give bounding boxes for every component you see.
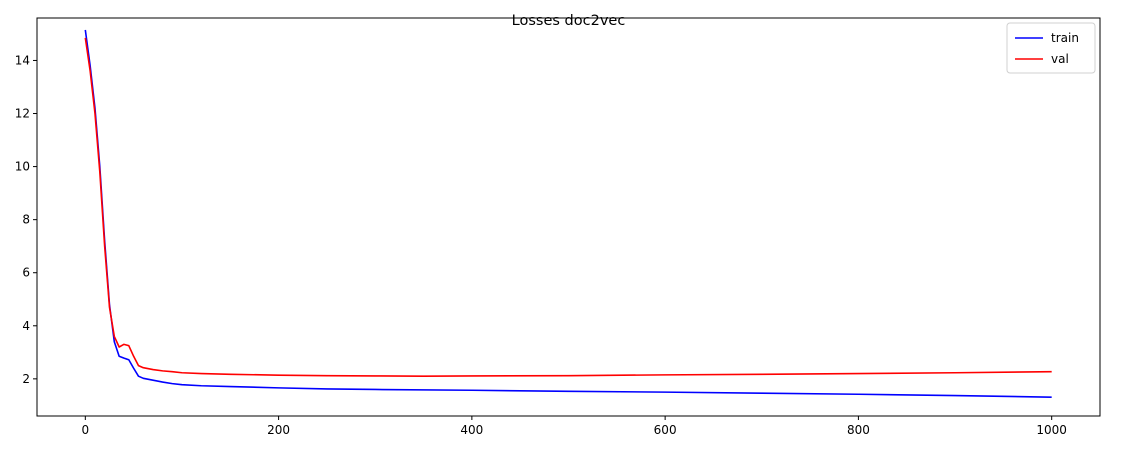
y-tick-label: 4 [22, 319, 30, 333]
series-line-train [84, 29, 1052, 398]
legend-label-val: val [1051, 52, 1069, 66]
series-line-val [84, 37, 1052, 378]
legend: train val [1006, 22, 1096, 74]
legend-label-train: train [1051, 31, 1079, 45]
y-tick-label: 8 [22, 213, 30, 227]
x-tick-label: 1000 [1036, 423, 1067, 437]
legend-box [1006, 22, 1096, 74]
y-tick-label: 6 [22, 266, 30, 280]
y-tick-label: 10 [15, 160, 30, 174]
y-axis: 2 4 6 8 10 12 14 [15, 53, 37, 386]
y-tick-label: 2 [22, 372, 30, 386]
x-tick-label: 200 [267, 423, 290, 437]
plot-frame [36, 17, 1101, 417]
x-tick-label: 400 [460, 423, 483, 437]
y-tick-label: 14 [15, 53, 30, 67]
x-axis: 0 200 400 600 800 1000 [81, 416, 1067, 437]
chart-title: Losses doc2vec [512, 13, 626, 29]
x-tick-label: 0 [81, 423, 89, 437]
x-tick-label: 600 [654, 423, 677, 437]
x-tick-label: 800 [847, 423, 870, 437]
series-layer [84, 29, 1052, 398]
y-tick-label: 12 [15, 107, 30, 121]
